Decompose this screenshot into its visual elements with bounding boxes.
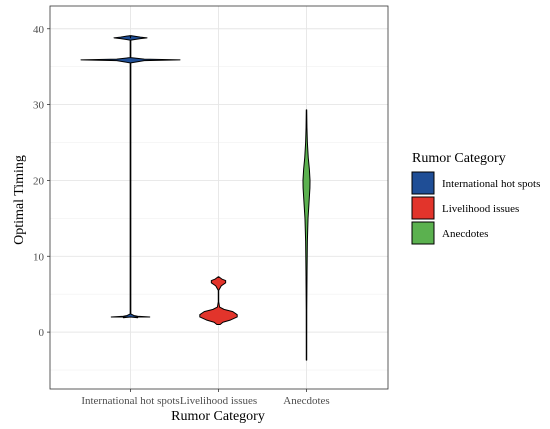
y-tick-label: 40 <box>33 24 45 36</box>
y-tick-label: 30 <box>33 100 45 112</box>
x-axis-title: Rumor Category <box>171 409 265 424</box>
legend: Rumor Category International hot spots Li… <box>411 151 540 245</box>
y-tick-label: 10 <box>33 251 45 263</box>
legend-key <box>411 221 435 245</box>
plot-panel-background <box>50 6 388 389</box>
x-tick-label: Livelihood issues <box>180 395 257 407</box>
x-axis: International hot spots Livelihood issues… <box>81 389 330 407</box>
y-axis-title: Optimal Timing <box>12 155 27 245</box>
y-axis: 0 10 20 30 40 <box>33 24 50 339</box>
legend-key <box>411 196 435 220</box>
x-tick-label: International hot spots <box>81 395 179 407</box>
violin-anecdotes <box>302 109 311 361</box>
legend-label: Anecdotes <box>442 228 488 240</box>
y-tick-label: 0 <box>39 327 45 339</box>
legend-label: International hot spots <box>442 178 540 190</box>
plot-panel-border <box>49 5 389 390</box>
legend-title: Rumor Category <box>412 151 506 166</box>
legend-key <box>411 171 435 195</box>
violin-international-hot-spots <box>80 35 181 319</box>
legend-label: Livelihood issues <box>442 203 519 215</box>
x-tick-label: Anecdotes <box>283 395 329 407</box>
plot-panel <box>49 5 389 390</box>
y-tick-label: 20 <box>33 175 45 187</box>
violin-livelihood-issues <box>199 276 238 326</box>
violins <box>80 35 311 361</box>
